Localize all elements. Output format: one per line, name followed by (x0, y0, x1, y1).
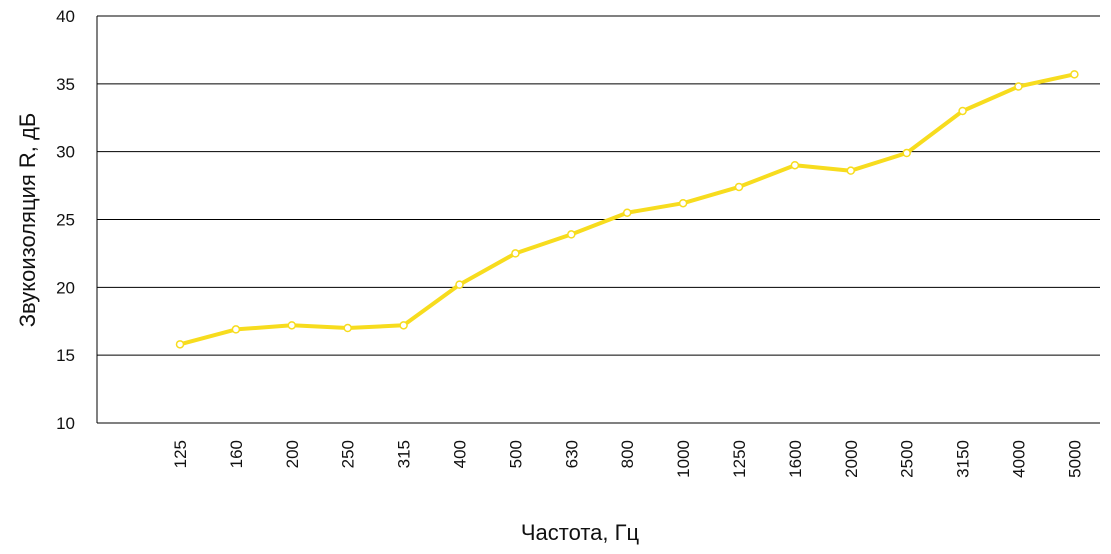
data-point (902, 148, 911, 158)
x-tick-label: 160 (227, 440, 246, 468)
x-tick-label: 5000 (1065, 440, 1084, 478)
data-point (1070, 70, 1079, 79)
y-tick-label: 35 (56, 75, 75, 94)
x-tick-label: 250 (339, 440, 358, 468)
x-axis-title: Частота, Гц (521, 520, 640, 545)
y-tick-label: 20 (56, 278, 75, 297)
data-point (846, 166, 856, 175)
data-point (455, 280, 464, 289)
x-tick-label: 1600 (786, 440, 805, 478)
x-tick-label: 315 (395, 440, 414, 468)
x-tick-label: 500 (506, 440, 525, 468)
data-point (678, 198, 688, 208)
y-tick-labels: 10 15 20 25 30 35 40 (56, 7, 75, 433)
x-tick-label: 125 (171, 440, 190, 468)
data-point (399, 321, 408, 330)
data-point (622, 208, 632, 217)
data-point (958, 106, 967, 116)
data-point (287, 321, 297, 330)
data-point (734, 182, 744, 192)
x-tick-label: 1250 (730, 440, 749, 478)
data-point (231, 325, 241, 334)
gridlines (97, 15, 1100, 424)
data-point (1014, 82, 1023, 91)
x-tick-label: 2000 (842, 440, 861, 478)
y-axis-title: Звукоизоляция R, дБ (15, 113, 40, 328)
x-tick-label: 2500 (898, 440, 917, 478)
x-tick-label: 400 (451, 440, 470, 468)
x-tick-label: 800 (618, 440, 637, 468)
data-point (790, 160, 800, 170)
x-tick-label: 630 (562, 440, 581, 468)
data-point (567, 230, 576, 239)
x-tick-label: 4000 (1010, 440, 1029, 478)
y-tick-label: 25 (56, 211, 75, 230)
data-point (511, 249, 520, 258)
x-tick-label: 1000 (674, 440, 693, 478)
x-tick-label: 3150 (954, 440, 973, 478)
y-tick-label: 15 (56, 346, 75, 365)
x-tick-labels: 125 160 200 250 315 400 500 630 800 1000 1250 1600 2… (171, 440, 1084, 478)
data-points (175, 70, 1079, 349)
x-tick-label: 200 (283, 440, 302, 468)
y-tick-label: 10 (56, 414, 75, 433)
y-tick-label: 30 (56, 143, 75, 162)
data-point (175, 340, 185, 349)
data-point (343, 323, 352, 333)
y-tick-label: 40 (56, 7, 75, 26)
